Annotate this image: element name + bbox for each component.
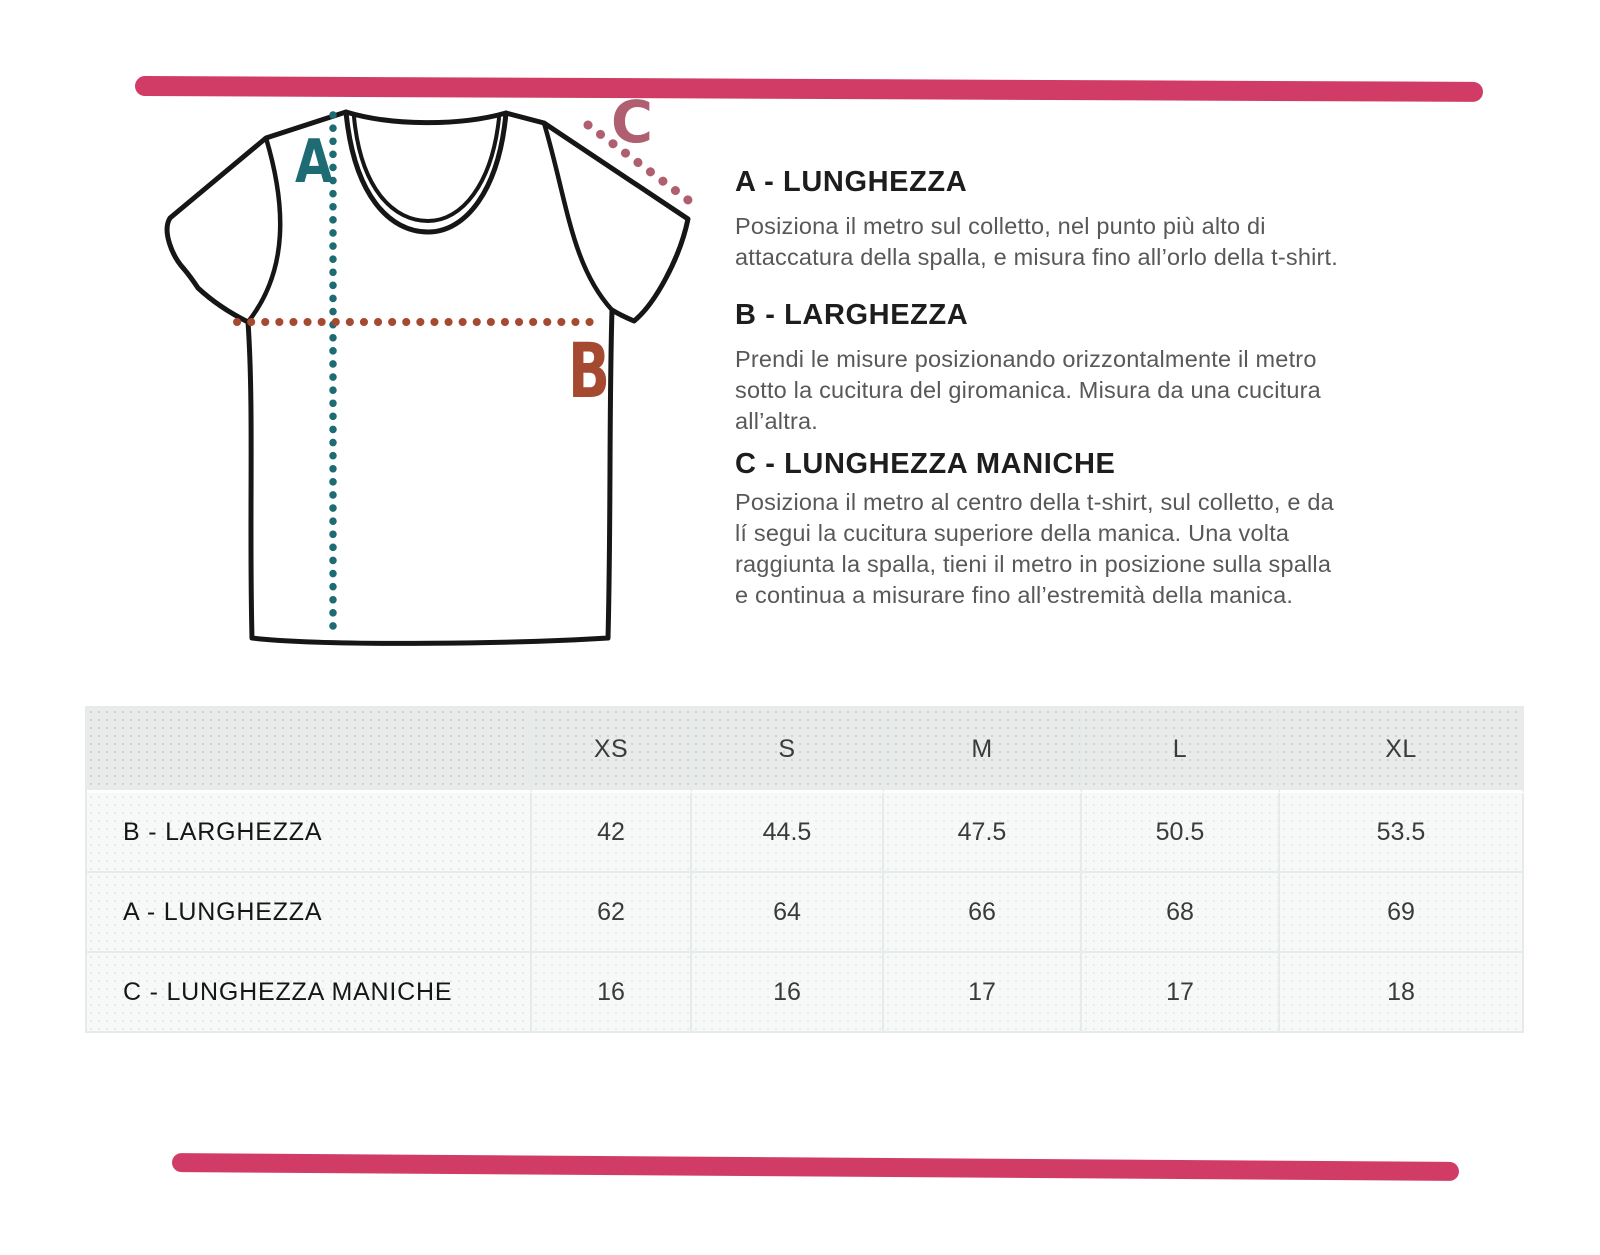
size-table-corner-cell xyxy=(87,708,532,793)
bottom-accent-bar xyxy=(171,1153,1460,1181)
section-a-title: A - LUNGHEZZA xyxy=(735,166,968,198)
row-label-lunghezza: A - LUNGHEZZA xyxy=(87,873,532,953)
section-c-body: Posiziona il metro al centro della t-shi… xyxy=(735,489,1334,608)
value-cell: 16 xyxy=(692,953,884,1033)
tshirt-outline xyxy=(164,109,691,646)
value-cell: 47.5 xyxy=(884,793,1082,873)
measurement-letter-b: B xyxy=(568,326,610,415)
value-cell: 62 xyxy=(532,873,692,953)
value-cell: 66 xyxy=(884,873,1082,953)
row-label-lunghezza-maniche: C - LUNGHEZZA MANICHE xyxy=(87,953,532,1033)
section-c-title: C - LUNGHEZZA MANICHE xyxy=(735,448,1116,480)
measurement-line-c xyxy=(583,120,697,208)
section-a-body: Posiziona il metro sul colletto, nel pun… xyxy=(735,213,1338,270)
row-label-larghezza: B - LARGHEZZA xyxy=(87,793,532,873)
value-cell: 17 xyxy=(1082,953,1280,1033)
collar-outer-line xyxy=(343,109,509,235)
value-cell: 53.5 xyxy=(1280,793,1524,873)
value-cell: 69 xyxy=(1280,873,1524,953)
value-cell: 16 xyxy=(532,953,692,1033)
left-armhole-seam xyxy=(245,135,283,325)
value-cell: 18 xyxy=(1280,953,1524,1033)
tshirt-measurement-diagram: A B C xyxy=(150,90,710,650)
size-header-m: M xyxy=(884,708,1082,793)
tshirt-svg: A B C xyxy=(164,90,697,646)
value-cell: 50.5 xyxy=(1082,793,1280,873)
size-header-l: L xyxy=(1082,708,1280,793)
value-cell: 44.5 xyxy=(692,793,884,873)
table-row-lunghezza-maniche: C - LUNGHEZZA MANICHE 16 16 17 17 18 xyxy=(87,953,1524,1033)
measurement-letter-a: A xyxy=(295,127,333,197)
size-table: XS S M L XL B - LARGHEZZA 42 44.5 47.5 5… xyxy=(85,706,1524,1033)
size-header-xs: XS xyxy=(532,708,692,793)
value-cell: 17 xyxy=(884,953,1082,1033)
size-table-header-row: XS S M L XL xyxy=(87,708,1524,793)
size-header-xl: XL xyxy=(1280,708,1524,793)
section-b-title: B - LARGHEZZA xyxy=(735,299,969,331)
size-header-s: S xyxy=(692,708,884,793)
value-cell: 42 xyxy=(532,793,692,873)
value-cell: 68 xyxy=(1082,873,1280,953)
measurement-letter-c: C xyxy=(611,90,653,156)
table-row-lunghezza: A - LUNGHEZZA 62 64 66 68 69 xyxy=(87,873,1524,953)
collar-inner-line xyxy=(352,115,501,224)
table-row-larghezza: B - LARGHEZZA 42 44.5 47.5 50.5 53.5 xyxy=(87,793,1524,873)
right-armhole-seam xyxy=(541,120,615,313)
section-b-body: Prendi le misure posizionando orizzontal… xyxy=(735,346,1321,434)
value-cell: 64 xyxy=(692,873,884,953)
